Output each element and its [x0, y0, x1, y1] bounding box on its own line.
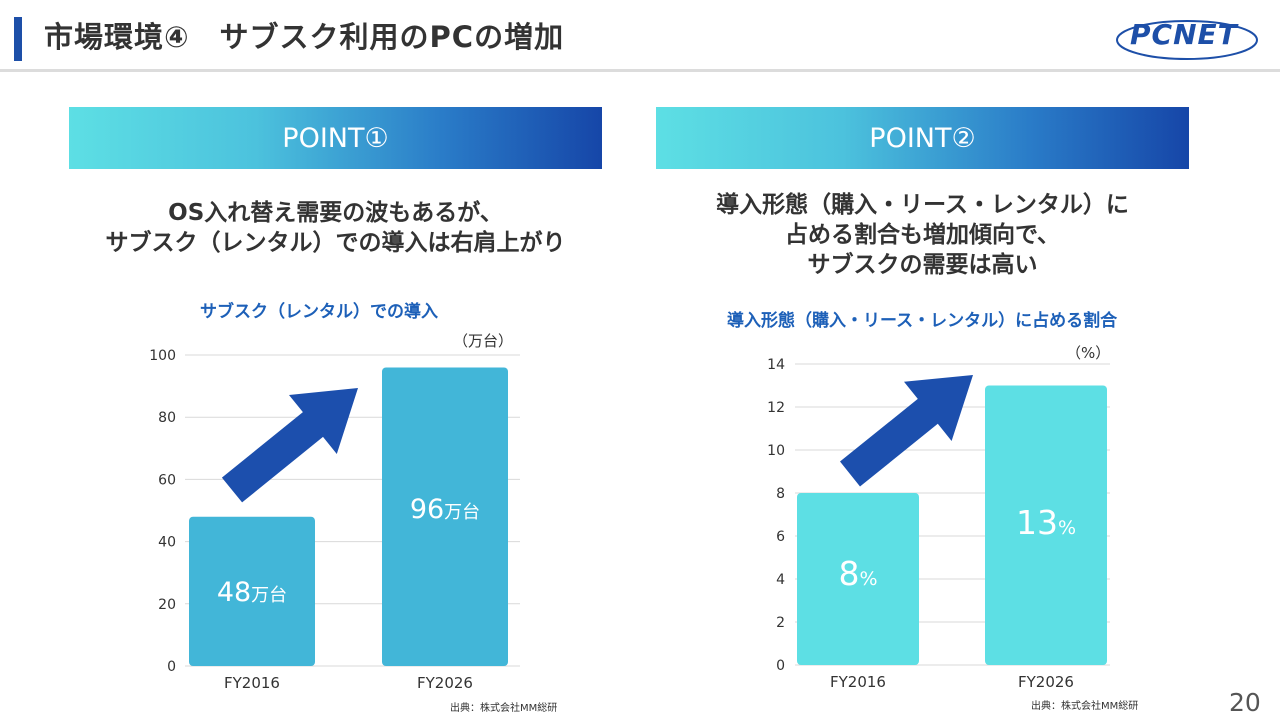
point1-label: POINT① — [282, 122, 389, 154]
y-tick-label: 60 — [158, 472, 176, 488]
growth-arrow-icon — [840, 375, 973, 487]
y-tick-label: 40 — [158, 535, 176, 551]
bar — [189, 516, 315, 666]
chart2-source: 出典：株式会社MM総研 — [1031, 701, 1139, 712]
x-category-label: FY2026 — [1018, 673, 1074, 691]
x-category-label: FY2016 — [224, 674, 280, 692]
bar-data-value: 13 — [1016, 503, 1058, 542]
chart1-title: サブスク（レンタル）での導入 — [200, 302, 438, 322]
bar-data-unit: % — [859, 568, 877, 590]
y-tick-label: 14 — [767, 357, 785, 373]
chart2-title: 導入形態（購入・リース・レンタル）に占める割合 — [727, 311, 1118, 331]
y-tick-label: 2 — [776, 615, 785, 631]
point2-text-line: 占める割合も増加傾向で、 — [784, 222, 1061, 248]
logo-text: PCNET — [1130, 18, 1238, 51]
point2-text-line: サブスクの需要は高い — [807, 252, 1038, 278]
chart2-unit-label: （%） — [1066, 344, 1111, 362]
y-tick-label: 4 — [776, 572, 785, 588]
bar — [797, 493, 919, 665]
x-category-label: FY2026 — [417, 674, 473, 692]
y-tick-label: 0 — [167, 659, 176, 675]
point1-text-line: サブスク（レンタル）での導入は右肩上がり — [105, 230, 566, 256]
bar-data-value: 48 — [217, 577, 251, 608]
bar — [382, 367, 508, 666]
bar — [985, 385, 1107, 665]
bar-data-label: 13% — [1016, 503, 1076, 542]
bar-data-label: 48万台 — [217, 577, 287, 608]
pcnet-logo: PCNET — [1112, 14, 1262, 62]
bar-data-unit: % — [1058, 517, 1076, 539]
x-category-label: FY2016 — [830, 673, 886, 691]
y-tick-label: 6 — [776, 529, 785, 545]
y-tick-label: 10 — [767, 443, 785, 459]
chart1-source: 出典：株式会社MM総研 — [450, 703, 558, 714]
point1-text: OS入れ替え需要の波もあるが、 サブスク（レンタル）での導入は右肩上がり — [69, 198, 602, 258]
title-accent-bar — [14, 17, 22, 61]
bar-data-value: 8 — [838, 554, 859, 593]
point2-text-line: 導入形態（購入・リース・レンタル）に — [716, 192, 1129, 218]
point2-text: 導入形態（購入・リース・レンタル）に 占める割合も増加傾向で、 サブスクの需要は… — [656, 190, 1189, 280]
bar-data-label: 8% — [838, 554, 877, 593]
chart1-unit-label: （万台） — [453, 332, 514, 350]
growth-arrow-icon — [221, 388, 358, 503]
point2-banner: POINT② — [656, 107, 1189, 169]
y-tick-label: 0 — [776, 658, 785, 674]
y-tick-label: 80 — [158, 410, 176, 426]
bar-data-value: 96 — [410, 494, 444, 525]
bar-data-unit: 万台 — [444, 502, 480, 523]
page-number: 20 — [1229, 688, 1261, 717]
bar-data-unit: 万台 — [251, 585, 287, 606]
point1-banner: POINT① — [69, 107, 602, 169]
point1-text-line: OS入れ替え需要の波もあるが、 — [168, 200, 503, 226]
page-title: 市場環境④ サブスク利用のPCの増加 — [44, 20, 565, 54]
bar-data-label: 96万台 — [410, 494, 480, 525]
y-tick-label: 100 — [149, 348, 176, 364]
point2-label: POINT② — [869, 122, 976, 154]
logo-swoosh-icon — [1116, 20, 1258, 60]
y-tick-label: 8 — [776, 486, 785, 502]
header-divider — [0, 69, 1280, 72]
y-tick-label: 20 — [158, 597, 176, 613]
y-tick-label: 12 — [767, 400, 785, 416]
